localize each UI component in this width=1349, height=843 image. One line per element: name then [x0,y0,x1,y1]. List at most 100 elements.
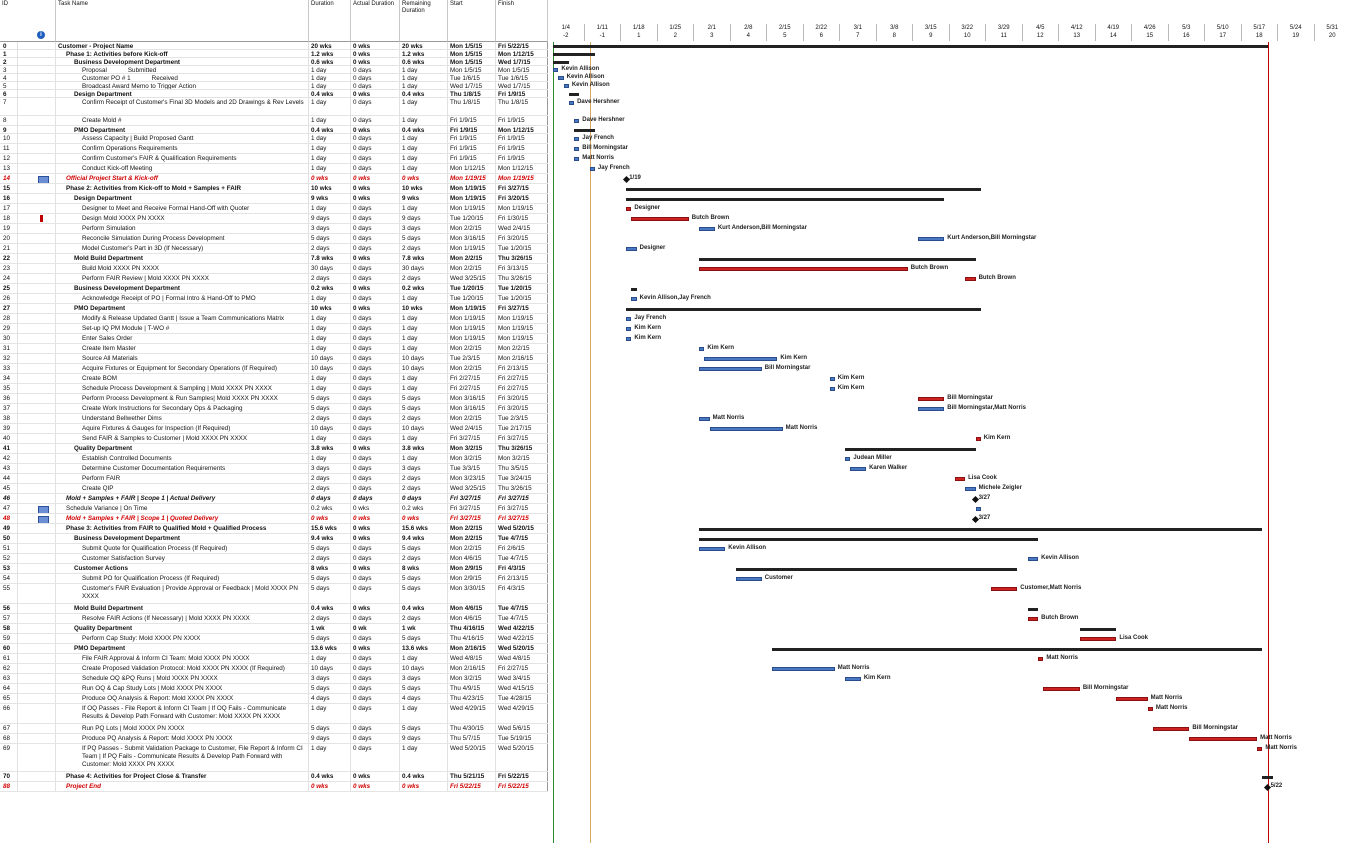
task-bar[interactable] [574,119,580,123]
table-row[interactable]: 1 Phase 1: Activities before Kick-off 1.2 … [0,50,548,58]
summary-bar[interactable] [631,287,637,291]
table-row[interactable]: 3 Proposal _____ Submitted 1 day 0 days 1 da… [0,66,548,74]
task-bar[interactable] [626,317,632,321]
table-row[interactable]: 13 Conduct Kick-off Meeting 1 day 0 days 1 d… [0,164,548,174]
table-row[interactable]: 42 Establish Controlled Documents 1 day 0 d… [0,454,548,464]
table-row[interactable]: 59 Perform Cap Study: Mold XXXX PN XXXX 5 … [0,634,548,644]
summary-bar[interactable] [1027,607,1039,611]
table-row[interactable]: 69 If PQ Passes - Submit Validation Packa… [0,744,548,772]
summary-bar[interactable] [1262,775,1273,779]
table-row[interactable]: 68 Produce PQ Analysis & Report: Mold XXX… [0,734,548,744]
task-bar[interactable] [1152,727,1190,731]
task-bar[interactable] [704,357,778,361]
table-row[interactable]: 18 Design Mold XXXX PN XXXX 9 days 0 days 9 … [0,214,548,224]
table-row[interactable]: 20 Reconcile Simulation During Process De… [0,234,548,244]
table-row[interactable]: 65 Produce OQ Analysis & Report: Mold XXX… [0,694,548,704]
task-bar[interactable] [699,347,705,351]
task-bar[interactable] [735,577,762,581]
table-row[interactable]: 62 Create Proposed Validation Protocol: M… [0,664,548,674]
task-bar[interactable] [918,237,945,241]
table-row[interactable]: 52 Customer Satisfaction Survey 2 days 0 da… [0,554,548,564]
table-row[interactable]: 0 Customer - Project Name 20 wks 0 wks 20 wk… [0,42,548,50]
table-row[interactable]: 44 Perform FAIR 2 days 0 days 2 days Mon 3/23… [0,474,548,484]
summary-bar[interactable] [699,537,1039,541]
task-bar[interactable] [626,337,632,341]
task-bar[interactable] [850,467,867,471]
table-row[interactable]: 5 Broadcast Award Memo to Trigger Action 1… [0,82,548,90]
table-row[interactable]: 14 Official Project Start & Kick-off 0 wks… [0,174,548,184]
table-row[interactable]: 36 Perform Process Development & Run Samp… [0,394,548,404]
task-bar[interactable] [589,167,595,171]
task-bar[interactable] [1027,557,1039,561]
col-header-start[interactable]: Start [448,0,496,42]
table-row[interactable]: 51 Submit Quote for Qualification Process… [0,544,548,554]
task-bar[interactable] [1116,697,1148,701]
task-bar[interactable] [553,68,559,72]
task-bar[interactable] [563,84,569,88]
table-row[interactable]: 61 File FAIR Approval & Inform CI Team: M… [0,654,548,664]
task-bar[interactable] [954,477,966,481]
table-row[interactable]: 35 Schedule Process Development & Samplin… [0,384,548,394]
task-bar[interactable] [699,367,762,371]
col-header-actual-duration[interactable]: Actual Duration [351,0,400,42]
table-row[interactable]: 21 Model Customer's Part in 3D (If Necess… [0,244,548,254]
task-bar[interactable] [845,457,851,461]
summary-bar[interactable] [626,197,945,201]
table-row[interactable]: 17 Designer to Meet and Receive Formal Ha… [0,204,548,214]
table-row[interactable]: 88 Project End 0 wks 0 wks 0 wks Fri 5/22/15 F… [0,782,548,792]
task-bar[interactable] [829,377,835,381]
summary-bar[interactable] [568,92,580,96]
task-bar[interactable] [699,547,726,551]
task-bar[interactable] [574,137,580,141]
task-bar[interactable] [829,387,835,391]
task-bar[interactable] [574,157,580,161]
table-row[interactable]: 24 Perform FAIR Review | Mold XXXX PN XXX… [0,274,548,284]
table-row[interactable]: 43 Determine Customer Documentation Requi… [0,464,548,474]
table-row[interactable]: 55 Customer's FAIR Evaluation | Provide A… [0,584,548,604]
task-bar[interactable] [1043,687,1080,691]
task-bar[interactable] [1038,657,1044,661]
table-row[interactable]: 2 Business Development Department 0.6 wks 0… [0,58,548,66]
table-row[interactable]: 38 Understand Bellwether Dims 2 days 0 days… [0,414,548,424]
task-bar[interactable] [626,327,632,331]
summary-bar[interactable] [626,307,981,311]
task-bar[interactable] [918,397,945,401]
col-header-remaining-duration[interactable]: Remaining Duration [400,0,448,42]
table-row[interactable]: 8 Create Mold #1 day 0 days 1 day Fri 1/9/15… [0,116,548,126]
table-row[interactable]: 28 Modify & Release Updated Gantt | Issue… [0,314,548,324]
task-bar[interactable] [1257,747,1263,751]
info-icon[interactable]: i [37,31,45,39]
summary-bar[interactable] [626,187,981,191]
table-row[interactable]: 10 Assess Capacity | Build Proposed Gantt… [0,134,548,144]
table-row[interactable]: 16 Design Department 9 wks 0 wks 9 wks Mon 1/… [0,194,548,204]
table-row[interactable]: 30 Enter Sales Order 1 day 0 days 1 day Mon 1… [0,334,548,344]
task-bar[interactable] [631,217,689,221]
table-row[interactable]: 31 Create Item Master 1 day 0 days 1 day Mon … [0,344,548,354]
table-row[interactable]: 66 If OQ Passes - File Report & Inform CI… [0,704,548,724]
table-row[interactable]: 67 Run PQ Lots | Mold XXXX PN XXXX 5 days 0… [0,724,548,734]
summary-bar[interactable] [574,128,595,132]
table-row[interactable]: 34 Create BOM 1 day 0 days 1 day Fri 2/27/15 F… [0,374,548,384]
summary-bar[interactable] [1079,627,1117,631]
table-row[interactable]: 40 Send FAIR & Samples to Customer | Mold… [0,434,548,444]
table-row[interactable]: 7 Confirm Receipt of Customer's Final 3D … [0,98,548,116]
table-row[interactable]: 49 Phase 3: Activities from FAIR to Quali… [0,524,548,534]
task-bar[interactable] [568,101,575,105]
task-bar[interactable] [975,507,981,511]
table-row[interactable]: 60 PMO Department 13.6 wks 0 wks 13.6 wks Mon… [0,644,548,654]
table-row[interactable]: 26 Acknowledge Receipt of PO | Formal Int… [0,294,548,304]
task-bar[interactable] [965,487,976,491]
table-row[interactable]: 53 Customer Actions 8 wks 0 wks 8 wks Mon 2/9… [0,564,548,574]
task-bar[interactable] [574,147,580,151]
task-bar[interactable] [699,227,715,231]
task-bar[interactable] [699,267,908,271]
summary-bar[interactable] [553,52,595,56]
table-row[interactable]: 12 Confirm Customer's FAIR & Qualificatio… [0,154,548,164]
table-row[interactable]: 25 Business Development Department 0.2 wks… [0,284,548,294]
table-row[interactable]: 63 Schedule OQ &PQ Runs | Mold XXXX PN XX… [0,674,548,684]
table-row[interactable]: 11 Confirm Operations Requirements 1 day 0 … [0,144,548,154]
task-bar[interactable] [1147,707,1153,711]
table-row[interactable]: 37 Create Work Instructions for Secondary… [0,404,548,414]
table-row[interactable]: 15 Phase 2: Activities from Kick-off to M… [0,184,548,194]
table-row[interactable]: 54 Submit PO for Qualification Process (I… [0,574,548,584]
